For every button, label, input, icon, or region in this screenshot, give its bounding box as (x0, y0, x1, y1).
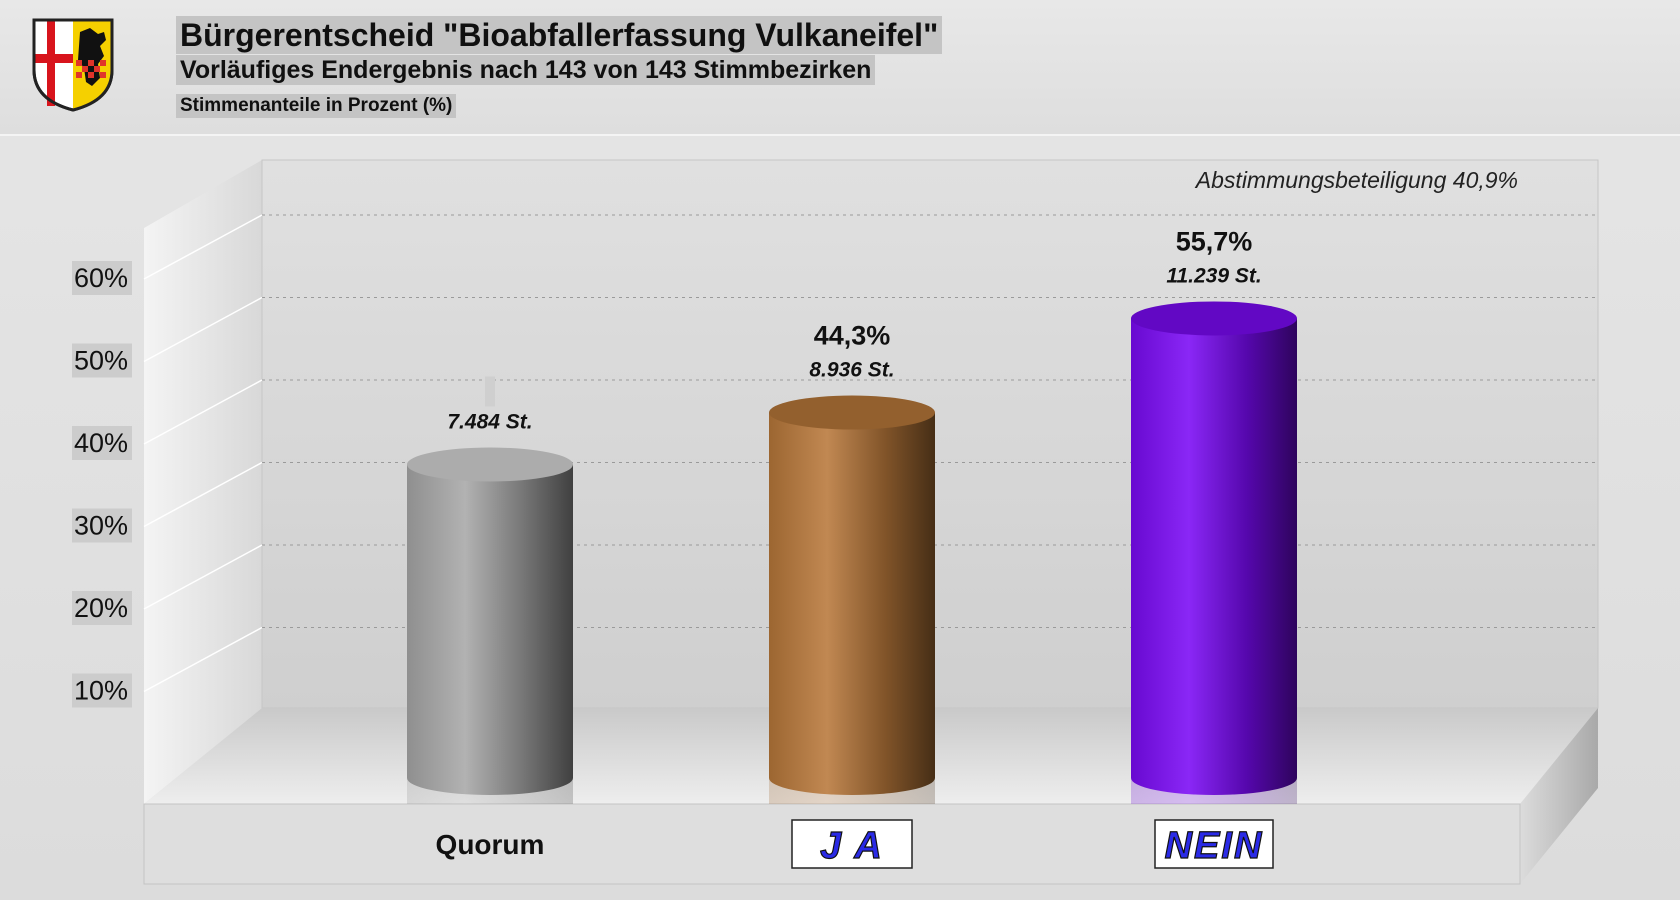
side-gridline (143, 461, 263, 528)
category-label: Quorum (436, 829, 545, 860)
vote-count-label: 8.936 St. (809, 359, 894, 382)
percent-label: 44,3% (814, 321, 891, 351)
y-tick-label-bg (72, 673, 132, 708)
side-gridline (143, 296, 263, 363)
y-tick-label-bg (72, 261, 132, 295)
y-tick-label: 60% (74, 263, 128, 293)
header-bar: Bürgerentscheid "Bioabfallerfassung Vulk… (0, 0, 1680, 136)
y-tick-label: 20% (74, 593, 128, 623)
side-gridline (143, 626, 263, 693)
left-wall (144, 160, 262, 804)
side-gridline (143, 379, 263, 445)
bar-top-3 (1131, 301, 1297, 336)
y-tick-label: 40% (74, 428, 128, 458)
category-box (791, 819, 913, 869)
side-gridline (143, 544, 263, 610)
vote-count-label: 11.239 St. (1166, 264, 1261, 287)
y-tick-label-bg (72, 508, 132, 543)
category-label: NEIN (1165, 825, 1264, 867)
side-gridline (143, 214, 263, 280)
district-coat-of-arms-icon (32, 18, 114, 112)
y-tick-label: 30% (74, 511, 128, 541)
y-tick-label: 50% (74, 346, 128, 376)
bar-top-1 (407, 447, 573, 482)
y-axis-ticks: 10% 20% 30% 40% 50% 60% (72, 261, 132, 708)
percent-label: 55,7% (1176, 226, 1253, 256)
bar-2 (769, 412, 935, 795)
y-tick-label-bg (72, 426, 132, 460)
bar-top-2 (769, 395, 935, 430)
y-tick-label-bg (72, 591, 132, 625)
vote-count-label: 7.484 St. (447, 411, 532, 434)
bar-3 (1131, 318, 1297, 795)
bar-1 (407, 464, 573, 795)
bar-series: 7.484 St. 44,3% 8.936 St. 55,7% 11.239 St. (407, 226, 1297, 804)
turnout-annotation: Abstimmungsbeteiligung 40,9% (1194, 167, 1518, 193)
y-tick-label: 10% (74, 676, 128, 706)
category-labels: Quorum J A NEIN (436, 819, 1274, 869)
category-box (1154, 819, 1274, 869)
y-tick-label-bg (72, 343, 132, 378)
page-subtitle: Vorläufiges Endergebnis nach 143 von 143… (176, 55, 876, 85)
category-label: J A (820, 825, 884, 867)
quorum-marker (485, 376, 495, 407)
page-title: Bürgerentscheid "Bioabfallerfassung Vulk… (176, 16, 943, 54)
unit-note: Stimmenanteile in Prozent (%) (176, 94, 457, 118)
floor-right-edge (1520, 708, 1598, 884)
